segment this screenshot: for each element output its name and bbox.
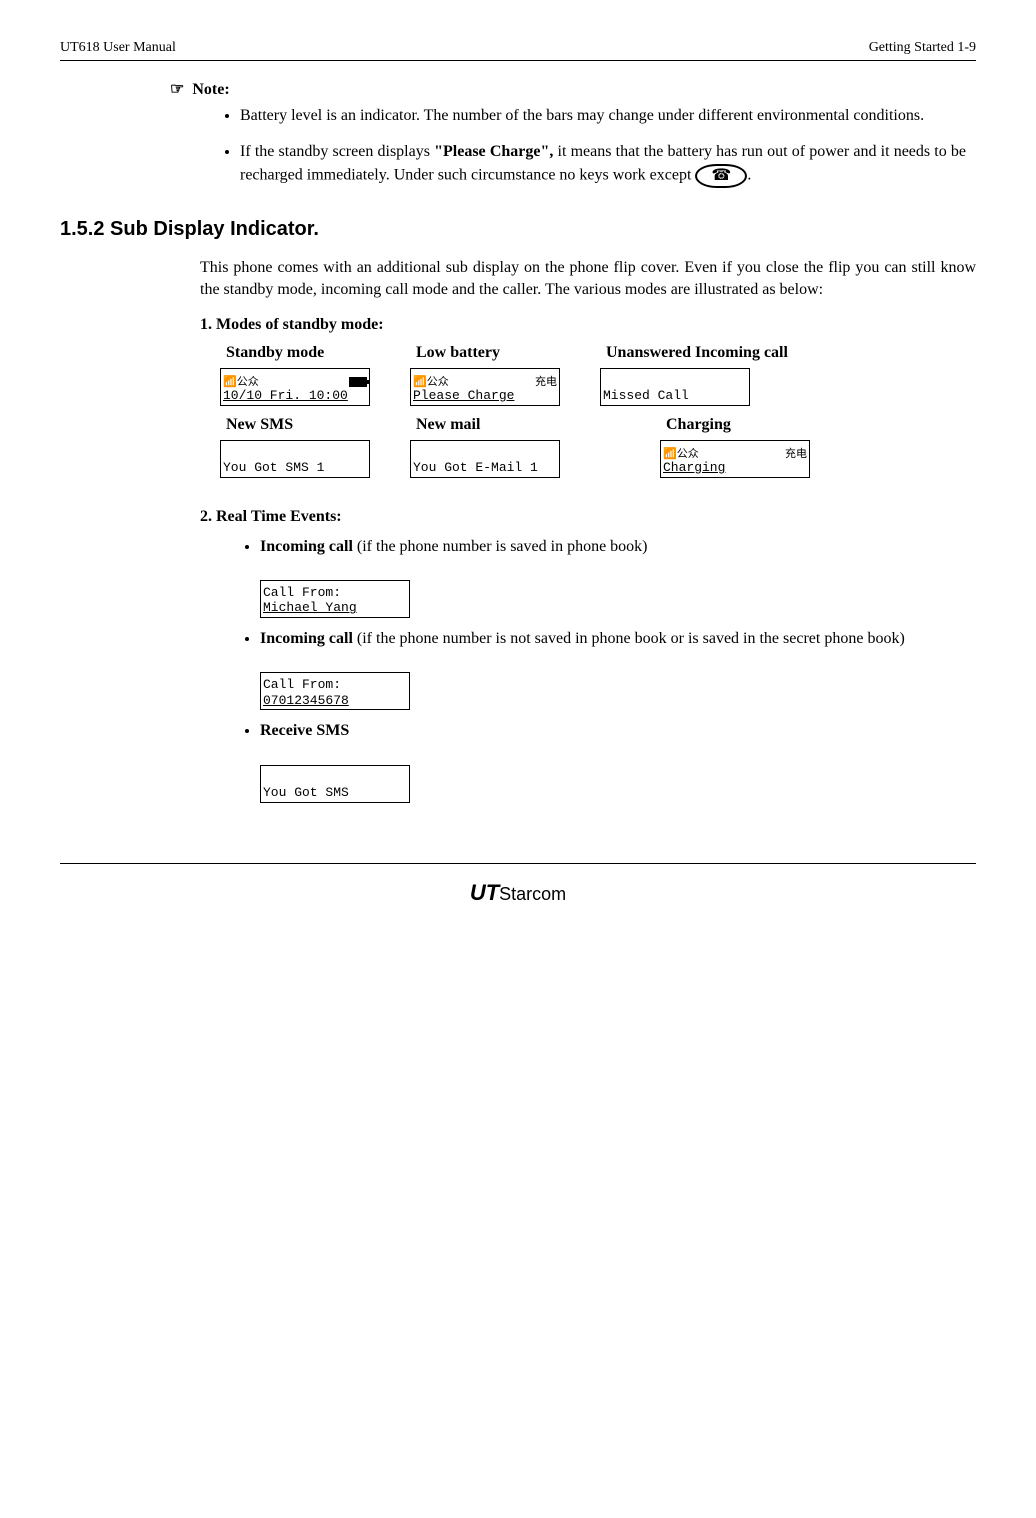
event-3-line1: You Got SMS [263, 785, 407, 801]
event-1-bold: Incoming call [260, 538, 353, 555]
charging-content: Charging [663, 460, 807, 476]
mode-newsms-display: You Got SMS 1 [220, 440, 370, 478]
event-3-display: You Got SMS [260, 765, 410, 803]
event-1-rest: (if the phone number is saved in phone b… [353, 538, 648, 555]
mode-row-2: New SMS You Got SMS 1 New mail You Got E… [220, 416, 976, 478]
mode-newmail-display: You Got E-Mail 1 [410, 440, 560, 478]
event-1-line2: Michael Yang [263, 600, 407, 616]
logo-prefix: UT [470, 880, 499, 905]
newsms-content: You Got SMS 1 [223, 460, 367, 476]
mode-standby-label: Standby mode [226, 344, 324, 362]
section-title-text: Sub Display Indicator. [110, 218, 319, 240]
event-incoming-saved: Incoming call (if the phone number is sa… [260, 536, 976, 558]
mode-lowbattery-display: 📶公众 充电 Please Charge [410, 368, 560, 406]
footer-rule [60, 863, 976, 864]
period: . [747, 166, 751, 183]
standby-content: 10/10 Fri. 10:00 [223, 388, 367, 404]
logo-suffix: Starcom [499, 884, 566, 904]
note-bullet-list: Battery level is an indicator. The numbe… [240, 105, 976, 188]
mode-lowbattery: Low battery 📶公众 充电 Please Charge [410, 344, 560, 406]
mode-standby: Standby mode 📶公众 10/10 Fri. 10:00 [220, 344, 370, 406]
event-item-1: Incoming call (if the phone number is sa… [260, 536, 976, 558]
standby-topbar: 📶公众 [223, 377, 367, 388]
events-heading: 2. Real Time Events: [200, 508, 976, 526]
mode-charging: Charging 📶公众 充电 Charging [660, 416, 810, 478]
newmail-content: You Got E-Mail 1 [413, 460, 557, 476]
event-3-display-wrap: You Got SMS [260, 765, 976, 803]
note-bullet-2-text-1: If the standby screen displays [240, 143, 434, 160]
mode-missed: Unanswered Incoming call Missed Call [600, 344, 788, 406]
event-3-bold: Receive SMS [260, 722, 349, 739]
event-incoming-unsaved: Incoming call (if the phone number is no… [260, 628, 976, 650]
event-item-3: Receive SMS [260, 720, 976, 742]
missed-content: Missed Call [603, 388, 747, 404]
mode-row-1: Standby mode 📶公众 10/10 Fri. 10:00 Low ba… [220, 344, 976, 406]
event-2-rest: (if the phone number is not saved in pho… [353, 630, 905, 647]
section-number: 1.5.2 [60, 218, 104, 240]
header-right: Getting Started 1-9 [869, 40, 976, 56]
lowbattery-content: Please Charge [413, 388, 557, 404]
header-left: UT618 User Manual [60, 40, 176, 56]
event-item-2: Incoming call (if the phone number is no… [260, 628, 976, 650]
mode-charging-display: 📶公众 充电 Charging [660, 440, 810, 478]
mode-missed-display: Missed Call [600, 368, 750, 406]
event-receive-sms: Receive SMS [260, 720, 976, 742]
event-2-display: Call From: 07012345678 [260, 672, 410, 710]
lowbattery-signal: 📶公众 [413, 377, 449, 388]
charging-topbar: 📶公众 充电 [663, 449, 807, 460]
lowbattery-topbar: 📶公众 充电 [413, 377, 557, 388]
mode-standby-display: 📶公众 10/10 Fri. 10:00 [220, 368, 370, 406]
event-1-line1: Call From: [263, 585, 407, 601]
event-2-line1: Call From: [263, 677, 407, 693]
battery-icon [349, 377, 367, 387]
footer-logo: UTStarcom [60, 880, 976, 906]
mode-charging-label: Charging [666, 416, 731, 434]
modes-heading: 1. Modes of standby mode: [200, 316, 976, 334]
mode-missed-label: Unanswered Incoming call [606, 344, 788, 362]
pointer-icon: ☞ [170, 81, 184, 98]
charging-signal: 📶公众 [663, 449, 699, 460]
mode-lowbattery-label: Low battery [416, 344, 500, 362]
mode-newsms: New SMS You Got SMS 1 [220, 416, 370, 478]
event-1-display: Call From: Michael Yang [260, 580, 410, 618]
section-heading: 1.5.2 Sub Display Indicator. [60, 218, 976, 241]
please-charge-bold: "Please Charge", [434, 143, 553, 160]
lowbattery-charge: 充电 [535, 377, 557, 388]
note-label: Note: [192, 81, 229, 98]
note-heading: ☞ Note: [170, 79, 976, 99]
note-bullet-1: Battery level is an indicator. The numbe… [240, 105, 976, 127]
phone-key-icon: ☎ [695, 164, 747, 188]
charging-charge: 充电 [785, 449, 807, 460]
section-intro: This phone comes with an additional sub … [200, 257, 976, 302]
mode-newsms-label: New SMS [226, 416, 293, 434]
header-rule [60, 60, 976, 61]
page-header: UT618 User Manual Getting Started 1-9 [60, 40, 976, 56]
event-1-display-wrap: Call From: Michael Yang [260, 580, 976, 618]
mode-newmail: New mail You Got E-Mail 1 [410, 416, 560, 478]
event-2-line2: 07012345678 [263, 693, 407, 709]
event-2-display-wrap: Call From: 07012345678 [260, 672, 976, 710]
note-bullet-2: If the standby screen displays "Please C… [240, 141, 976, 187]
mode-newmail-label: New mail [416, 416, 480, 434]
standby-signal: 📶公众 [223, 377, 259, 388]
event-2-bold: Incoming call [260, 630, 353, 647]
